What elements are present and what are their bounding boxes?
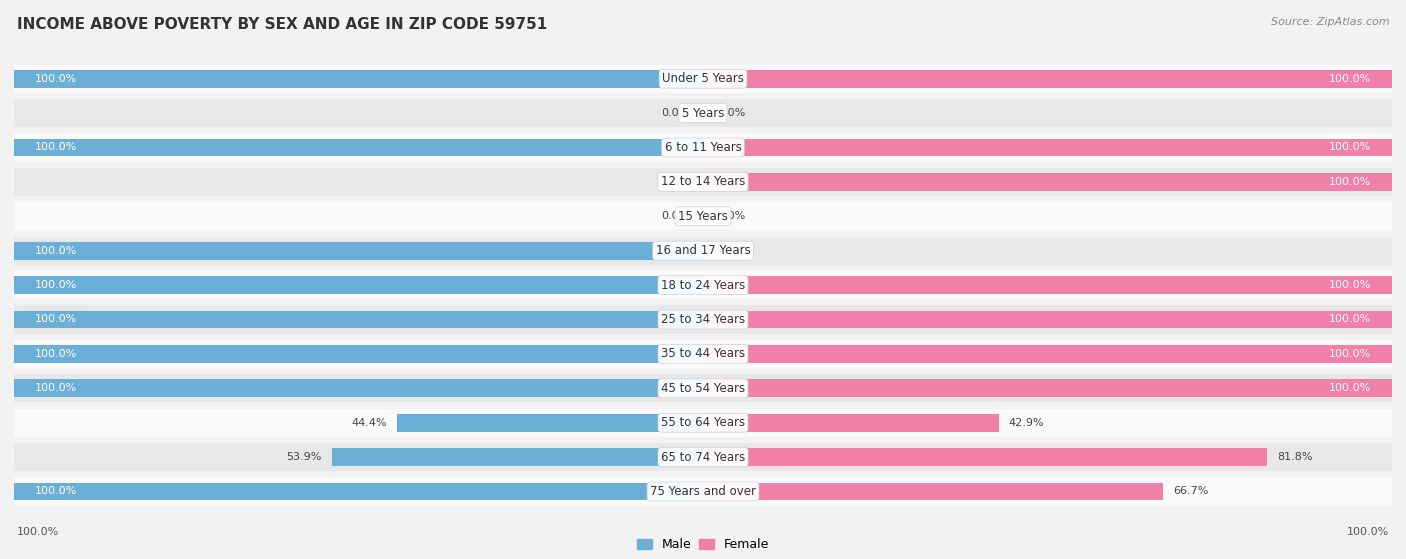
Text: Source: ZipAtlas.com: Source: ZipAtlas.com: [1271, 17, 1389, 27]
Bar: [703, 173, 1392, 191]
Bar: [14, 276, 703, 294]
Text: 100.0%: 100.0%: [1347, 527, 1389, 537]
Text: 55 to 64 Years: 55 to 64 Years: [661, 416, 745, 429]
Text: 100.0%: 100.0%: [35, 143, 77, 153]
Bar: [703, 311, 1392, 329]
Bar: [703, 345, 1392, 363]
Text: 100.0%: 100.0%: [1329, 349, 1371, 359]
Bar: [14, 99, 1392, 127]
Bar: [703, 482, 1163, 500]
Bar: [14, 482, 703, 500]
Bar: [14, 340, 1392, 368]
Text: 44.4%: 44.4%: [352, 418, 387, 428]
Bar: [703, 414, 998, 432]
Bar: [14, 236, 1392, 265]
Bar: [14, 202, 1392, 230]
Text: 45 to 54 Years: 45 to 54 Years: [661, 382, 745, 395]
Bar: [14, 477, 1392, 505]
Text: 81.8%: 81.8%: [1277, 452, 1312, 462]
Bar: [14, 271, 1392, 299]
Text: 75 Years and over: 75 Years and over: [650, 485, 756, 498]
Text: 0.0%: 0.0%: [661, 211, 689, 221]
Bar: [14, 311, 703, 329]
Text: 100.0%: 100.0%: [17, 527, 59, 537]
Text: 100.0%: 100.0%: [1329, 280, 1371, 290]
Bar: [14, 241, 703, 259]
Bar: [703, 448, 1267, 466]
Text: 100.0%: 100.0%: [35, 315, 77, 324]
Text: 12 to 14 Years: 12 to 14 Years: [661, 176, 745, 188]
Text: 0.0%: 0.0%: [661, 108, 689, 118]
Bar: [14, 65, 1392, 93]
Bar: [14, 409, 1392, 437]
Bar: [14, 374, 1392, 402]
Bar: [14, 380, 703, 397]
Text: 100.0%: 100.0%: [35, 383, 77, 394]
Bar: [14, 70, 703, 88]
Text: 100.0%: 100.0%: [35, 74, 77, 84]
Text: 25 to 34 Years: 25 to 34 Years: [661, 313, 745, 326]
Bar: [14, 305, 1392, 334]
Bar: [703, 139, 1392, 157]
Text: 0.0%: 0.0%: [717, 108, 745, 118]
Text: 100.0%: 100.0%: [35, 486, 77, 496]
Bar: [703, 380, 1392, 397]
Bar: [332, 448, 703, 466]
Text: 0.0%: 0.0%: [661, 177, 689, 187]
Text: 100.0%: 100.0%: [35, 246, 77, 255]
Text: 18 to 24 Years: 18 to 24 Years: [661, 278, 745, 292]
Text: 0.0%: 0.0%: [717, 246, 745, 255]
Text: 66.7%: 66.7%: [1173, 486, 1208, 496]
Text: 42.9%: 42.9%: [1010, 418, 1045, 428]
Text: 53.9%: 53.9%: [285, 452, 322, 462]
Bar: [703, 70, 1392, 88]
Text: 100.0%: 100.0%: [1329, 177, 1371, 187]
Bar: [14, 134, 1392, 162]
Text: 0.0%: 0.0%: [717, 211, 745, 221]
Text: 65 to 74 Years: 65 to 74 Years: [661, 451, 745, 463]
Bar: [14, 345, 703, 363]
Text: INCOME ABOVE POVERTY BY SEX AND AGE IN ZIP CODE 59751: INCOME ABOVE POVERTY BY SEX AND AGE IN Z…: [17, 17, 547, 32]
Text: 100.0%: 100.0%: [1329, 143, 1371, 153]
Bar: [14, 139, 703, 157]
Bar: [14, 168, 1392, 196]
Text: 35 to 44 Years: 35 to 44 Years: [661, 347, 745, 361]
Bar: [703, 276, 1392, 294]
Bar: [14, 443, 1392, 471]
Text: 100.0%: 100.0%: [1329, 383, 1371, 394]
Text: Under 5 Years: Under 5 Years: [662, 72, 744, 85]
Text: 100.0%: 100.0%: [35, 280, 77, 290]
Text: 6 to 11 Years: 6 to 11 Years: [665, 141, 741, 154]
Text: 100.0%: 100.0%: [1329, 74, 1371, 84]
Text: 100.0%: 100.0%: [1329, 315, 1371, 324]
Text: 15 Years: 15 Years: [678, 210, 728, 223]
Text: 100.0%: 100.0%: [35, 349, 77, 359]
Legend: Male, Female: Male, Female: [631, 533, 775, 556]
Text: 5 Years: 5 Years: [682, 107, 724, 120]
Text: 16 and 17 Years: 16 and 17 Years: [655, 244, 751, 257]
Bar: [396, 414, 703, 432]
